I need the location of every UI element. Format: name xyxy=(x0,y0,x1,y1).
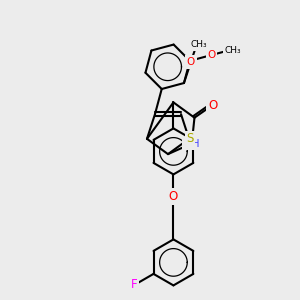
Text: O: O xyxy=(208,98,217,112)
Text: S: S xyxy=(186,132,194,145)
Text: O: O xyxy=(187,57,195,67)
Text: NH: NH xyxy=(184,139,200,148)
Text: F: F xyxy=(131,278,138,292)
Text: CH₃: CH₃ xyxy=(224,46,241,55)
Text: CH₃: CH₃ xyxy=(190,40,207,49)
Text: O: O xyxy=(207,50,215,60)
Text: O: O xyxy=(169,190,178,203)
